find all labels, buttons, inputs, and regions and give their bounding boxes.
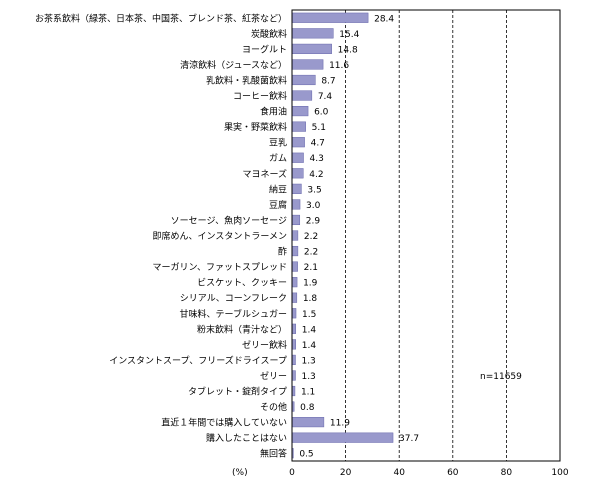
category-label: 購入したことはない: [206, 432, 287, 444]
value-label: 1.4: [302, 325, 317, 335]
value-label: 4.2: [309, 170, 323, 180]
bar: [291, 183, 302, 194]
category-label: 無回答: [260, 448, 287, 460]
bar: [291, 432, 394, 443]
bar: [291, 245, 299, 257]
value-label: 5.1: [312, 123, 326, 133]
x-tick-label: 60: [447, 468, 459, 478]
value-label: 4.7: [311, 139, 325, 149]
value-label: 14.8: [338, 45, 358, 55]
sample-size-note: n=11659: [480, 372, 522, 382]
x-tick-label: 100: [551, 468, 568, 478]
category-label: 炭酸飲料: [251, 28, 287, 40]
x-axis-unit-label: (%): [232, 468, 248, 478]
value-label: 3.5: [307, 185, 321, 195]
x-tick-label: 20: [340, 468, 352, 478]
value-label: 28.4: [374, 14, 394, 24]
bar: [291, 106, 309, 117]
grid-lines: [345, 10, 507, 461]
x-tick-label: 40: [393, 468, 405, 478]
category-label: 豆腐: [269, 199, 287, 211]
bar: [291, 168, 304, 179]
bar: [291, 292, 298, 303]
x-tick-label: 80: [501, 468, 513, 478]
bar: [291, 261, 298, 272]
category-label: 乳飲料・乳酸菌飲料: [206, 74, 287, 86]
category-label: 酢: [278, 246, 287, 258]
value-label: 1.1: [301, 388, 315, 398]
value-label: 15.4: [339, 30, 359, 40]
bar: [291, 370, 296, 381]
bar: [291, 121, 306, 132]
bar: [291, 214, 301, 226]
bar: [291, 339, 297, 350]
category-labels: お茶系飲料（緑茶、日本茶、中国茶、ブレンド茶、紅茶など） 炭酸飲料ヨーグルト清涼飲…: [35, 12, 287, 459]
bar: [291, 417, 325, 428]
category-label: 清涼飲料（ジュースなど）: [180, 59, 287, 71]
category-label: 甘味料、テーブルシュガー: [180, 308, 287, 320]
category-label: お茶系飲料（緑茶、日本茶、中国茶、ブレンド茶、紅茶など）: [35, 12, 287, 24]
category-label: 納豆: [269, 183, 287, 195]
category-label: タブレット・錠剤タイプ: [188, 386, 287, 398]
value-label: 1.9: [303, 279, 318, 289]
bar: [291, 28, 334, 39]
bar: [291, 74, 316, 86]
value-label: 1.3: [301, 356, 315, 366]
bar: [291, 90, 313, 101]
category-label: ビスケット、クッキー: [197, 278, 287, 289]
category-label: ヨーグルト: [242, 43, 287, 55]
value-label: 1.4: [302, 341, 317, 351]
bar: [291, 152, 304, 163]
bar: [291, 277, 298, 288]
bar: [291, 323, 297, 334]
category-label: 直近１年間では購入していない: [161, 417, 287, 429]
bar: [291, 230, 299, 241]
plot-frame: [291, 9, 561, 462]
value-label: 6.0: [314, 108, 329, 118]
value-label: 37.7: [399, 434, 419, 444]
bar: [291, 199, 301, 210]
category-label: 果実・野菜飲料: [224, 121, 287, 133]
value-label: 1.3: [301, 372, 315, 382]
category-label: 即席めん、インスタントラーメン: [153, 230, 287, 242]
category-label: マーガリン、ファットスプレッド: [153, 262, 287, 273]
value-label: 4.3: [310, 154, 324, 164]
category-label: ガム: [269, 153, 287, 164]
x-tick-label: 0: [289, 468, 295, 478]
category-label: 豆乳: [269, 137, 287, 149]
category-label: ゼリー飲料: [242, 339, 287, 351]
x-tick-labels: 0 20 40 60 80 100: [289, 468, 569, 478]
category-label: ソーセージ、魚肉ソーセージ: [171, 214, 287, 226]
value-label: 11.6: [329, 61, 349, 71]
bar: [291, 43, 332, 54]
category-label: インスタントスープ、フリーズドライスープ: [109, 354, 287, 366]
bar: [291, 59, 324, 70]
value-label: 2.1: [304, 263, 318, 273]
category-label: その他: [260, 401, 287, 413]
value-labels: 28.4 15.4 14.8 11.6 8.7 7.4 6.0 5.1 4.7 4.3 4.2 3.5…: [299, 14, 419, 459]
value-label: 2.2: [304, 248, 318, 258]
value-label: 8.7: [321, 76, 335, 86]
value-label: 1.5: [302, 310, 316, 320]
bar: [291, 137, 305, 148]
category-label: 粉末飲料（青汁など）: [197, 323, 287, 335]
bar: [291, 354, 296, 365]
value-label: 0.8: [300, 403, 315, 413]
category-label: マヨネーズ: [242, 168, 287, 180]
value-label: 11.9: [330, 419, 350, 429]
value-label: 3.0: [306, 201, 321, 211]
value-label: 1.8: [303, 294, 318, 304]
category-label: コーヒー飲料: [233, 90, 287, 102]
bar: [291, 308, 297, 319]
bar: [291, 12, 369, 23]
value-label: 7.4: [318, 92, 333, 102]
value-label: 2.9: [306, 216, 321, 226]
value-label: 0.5: [299, 450, 313, 460]
category-label: ゼリー: [260, 370, 287, 382]
category-label: シリアル、コーンフレーク: [180, 293, 287, 304]
category-label: 食用油: [260, 106, 287, 118]
value-label: 2.2: [304, 232, 318, 242]
